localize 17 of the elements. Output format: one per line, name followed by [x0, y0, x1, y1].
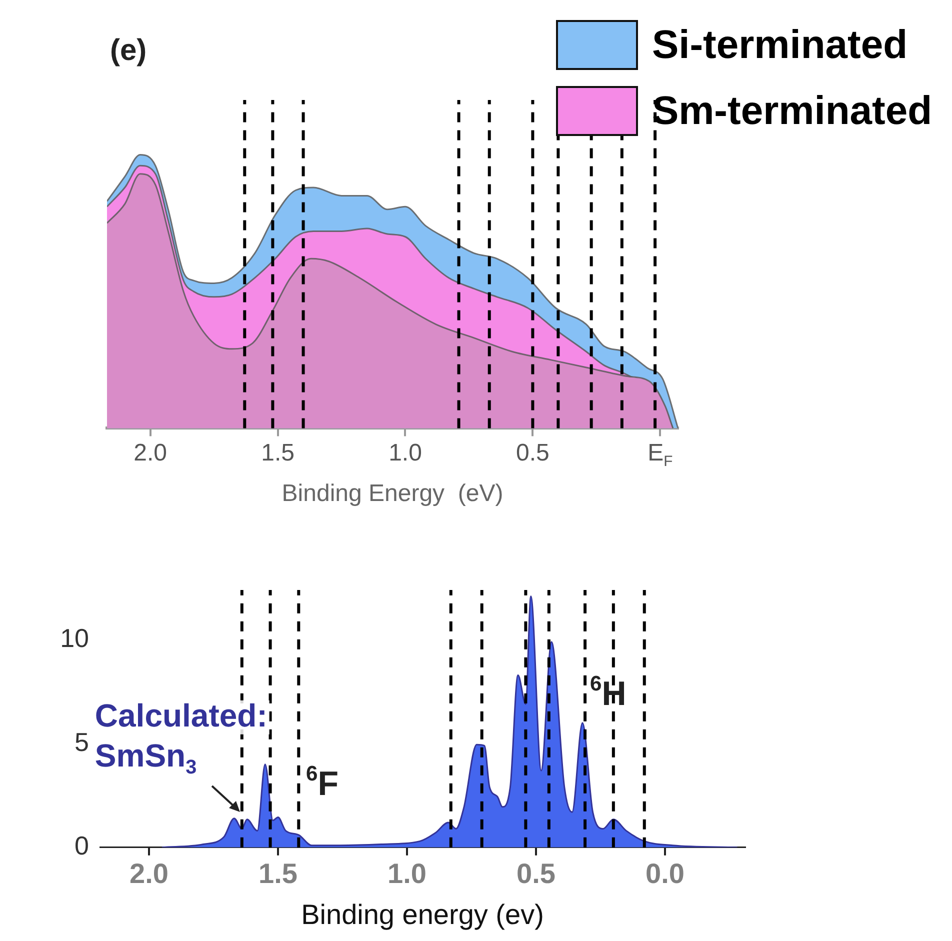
x-tick-label: 1.5	[258, 858, 298, 890]
y-tick-label: 10	[60, 622, 89, 653]
x-tick-label: 1.0	[388, 858, 426, 890]
legend-label: Sm-terminated	[652, 88, 932, 134]
y-tick-label: 0	[74, 830, 89, 861]
x-axis-title: Binding Energy (eV)	[282, 480, 504, 508]
x-tick-label: 1.5	[261, 440, 294, 467]
x-tick-label: 0.0	[646, 858, 684, 890]
x-tick-label: 0.5	[516, 440, 550, 467]
x-tick-label: 0.5	[516, 858, 556, 890]
x-tick-label: 2.0	[130, 858, 168, 890]
y-tick-label: 5	[74, 726, 89, 757]
legend-label: Si-terminated	[652, 22, 908, 68]
x-tick-label: 2.0	[134, 440, 168, 467]
text: (e)	[110, 34, 147, 67]
x-axis-title: Binding energy (ev)	[301, 898, 544, 930]
x-tick-label: 1.0	[388, 440, 422, 467]
